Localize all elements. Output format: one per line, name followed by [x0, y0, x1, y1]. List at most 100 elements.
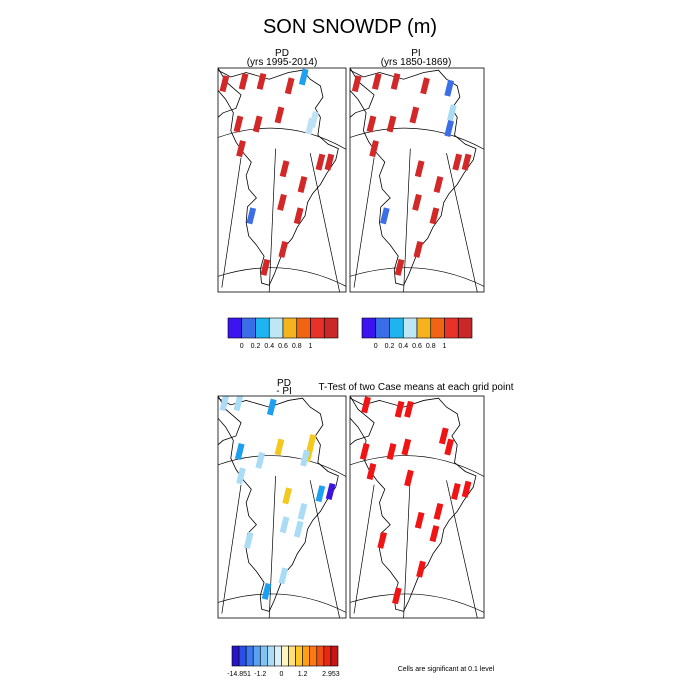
colorbar-label: 0.4	[264, 343, 274, 350]
colorbar-label: -14.851	[227, 671, 251, 678]
grid-cell	[219, 75, 230, 93]
grid-cell	[444, 438, 455, 456]
diff-panel-sublabel: - PI	[276, 386, 292, 397]
grid-cell	[392, 587, 402, 605]
grid-cell	[234, 443, 245, 460]
colorbar-swatch	[389, 317, 404, 339]
grid-cell	[452, 153, 463, 171]
grid-cell	[359, 443, 370, 460]
grid-cell	[238, 72, 249, 90]
meridian-line	[221, 484, 242, 614]
grid-cell	[219, 396, 230, 412]
colorbar-label: 0.4	[398, 343, 408, 350]
grid-cell	[390, 72, 401, 90]
colorbar-swatch	[430, 317, 445, 339]
colorbar-label: 0.6	[412, 343, 422, 350]
colorbar-label: 1	[443, 343, 447, 350]
colorbar-swatch	[457, 317, 473, 339]
grid-cell	[315, 485, 326, 503]
ttest-panel-label: T-Test of two Case means at each grid po…	[318, 382, 513, 393]
grid-cell	[394, 258, 405, 276]
grid-cell	[438, 427, 449, 445]
colorbars: 0 0.2 0.4 0.6 0.8 1 0 0.2 0.4 0.6 0.8 1-14.851 -1.2 0…	[227, 317, 473, 678]
colorbar-swatch	[281, 645, 289, 667]
grid-cell	[433, 175, 444, 193]
colorbar-swatch	[361, 317, 377, 339]
grid-cell	[461, 153, 472, 171]
colorbar-swatch	[310, 317, 325, 339]
meridian-line	[353, 157, 375, 288]
grid-cell	[274, 106, 285, 124]
latitude-line	[218, 127, 346, 150]
pi-panel-sublabel: (yrs 1850-1869)	[381, 57, 452, 68]
grid-cell	[324, 153, 335, 171]
colorbar-swatch	[295, 645, 303, 667]
grid-cell	[416, 560, 426, 578]
colorbar-swatch	[282, 317, 298, 339]
colorbar-swatch	[402, 317, 418, 339]
grid-cell	[293, 207, 304, 225]
colorbar-swatch	[255, 317, 270, 339]
ttest-map-panel	[349, 395, 485, 619]
grid-cell	[243, 531, 254, 549]
grid-cell	[446, 104, 457, 122]
colorbar-label: 0	[240, 343, 244, 350]
latitude-line	[350, 267, 484, 287]
colorbar-swatch	[296, 317, 311, 339]
coastline	[350, 69, 477, 286]
grid-cell	[279, 516, 290, 534]
colorbar-label: 2.953	[322, 671, 340, 678]
grid-cell	[325, 482, 336, 500]
grid-cell	[233, 396, 244, 412]
pi-colorbar: 0 0.2 0.4 0.6 0.8 1	[361, 317, 473, 350]
grid-cell	[255, 451, 266, 469]
colorbar-label: 1	[309, 343, 313, 350]
grid-cell	[451, 482, 461, 500]
colorbar-label: -1.2	[254, 671, 266, 678]
panel-frame	[217, 67, 347, 293]
latitude-line	[218, 455, 346, 478]
colorbar-swatch	[375, 317, 390, 339]
grid-cell	[278, 567, 289, 585]
grid-cell	[386, 115, 397, 133]
pd-panel-label: PD	[275, 48, 289, 59]
meridian-line	[446, 153, 478, 292]
colorbar-swatch	[309, 645, 318, 667]
coastline	[218, 69, 339, 286]
grid-cell	[266, 398, 277, 416]
colorbar-swatch	[245, 645, 254, 667]
colorbar-swatch	[231, 645, 240, 667]
grid-cell	[386, 443, 397, 460]
meridian-line	[309, 153, 340, 292]
colorbar-swatch	[274, 645, 282, 667]
colorbar-swatch	[416, 317, 432, 339]
grid-cell	[444, 119, 455, 137]
grid-cell	[409, 106, 420, 124]
meridian-line	[221, 157, 242, 288]
grid-cell	[413, 240, 424, 258]
colorbar-swatch	[288, 645, 296, 667]
grid-cell	[414, 511, 425, 529]
colorbar-swatch	[330, 645, 339, 667]
meridian-line	[403, 148, 411, 292]
grid-cell	[284, 77, 295, 95]
meridian-line	[353, 484, 375, 614]
grid-cell	[236, 467, 246, 485]
panel-frame	[349, 67, 485, 293]
colorbar-swatch	[444, 317, 459, 339]
grid-cell	[414, 160, 425, 178]
colorbar-swatch	[241, 317, 256, 339]
grid-cell	[233, 115, 244, 133]
coastline	[218, 397, 339, 612]
grid-cell	[278, 240, 289, 258]
grid-cell	[293, 520, 304, 538]
pi-panel-label: PI	[411, 48, 420, 59]
panel-frame	[217, 395, 347, 619]
grid-cell	[246, 207, 257, 225]
grid-cell	[433, 502, 444, 520]
grid-cell	[297, 502, 308, 520]
panel-frame	[349, 395, 485, 619]
map-panels	[217, 67, 485, 619]
grid-cell	[315, 153, 326, 171]
